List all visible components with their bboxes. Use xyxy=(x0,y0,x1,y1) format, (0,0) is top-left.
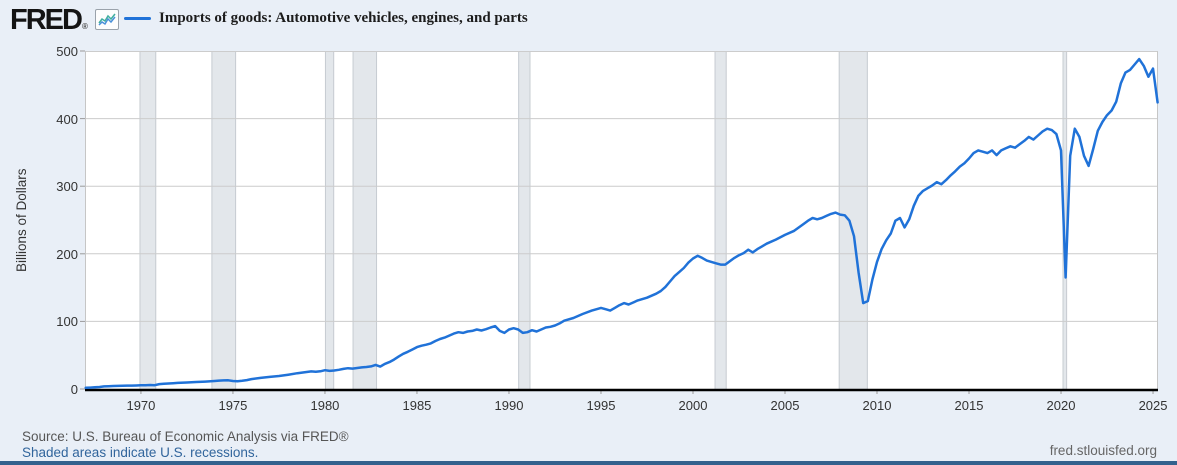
recession-band xyxy=(211,51,237,389)
bottom-accent-bar xyxy=(0,461,1177,465)
recession-band xyxy=(714,51,727,389)
fred-logo-text: FRED xyxy=(10,4,83,36)
x-tick-label: 1980 xyxy=(310,398,340,413)
x-tick-label: 2025 xyxy=(1138,398,1168,413)
recession-note-link[interactable]: Shaded areas indicate U.S. recessions. xyxy=(22,445,259,460)
x-tick-label: 2010 xyxy=(862,398,892,413)
sparkline-icon xyxy=(98,13,116,26)
x-tick-label: 1970 xyxy=(126,398,156,413)
recession-band xyxy=(1062,51,1068,389)
y-tick-label: 300 xyxy=(56,179,78,195)
recession-band xyxy=(838,51,868,389)
y-tick-label: 500 xyxy=(56,44,78,59)
x-tick-label: 2020 xyxy=(1046,398,1076,413)
legend: Imports of goods: Automotive vehicles, e… xyxy=(124,10,528,27)
recession-band xyxy=(518,51,531,389)
y-tick-label: 0 xyxy=(70,382,78,397)
y-tick-label: 100 xyxy=(56,314,78,330)
x-tick-label: 1985 xyxy=(402,398,432,413)
data-line-series[interactable] xyxy=(84,57,1159,390)
y-axis-title: Billions of Dollars xyxy=(14,168,29,272)
fred-url-link[interactable]: fred.stlouisfed.org xyxy=(1049,443,1157,458)
x-tick-label: 1975 xyxy=(218,398,248,413)
chart-canvas[interactable] xyxy=(80,50,1159,395)
registered-trademark-icon: ® xyxy=(81,22,88,31)
recession-band xyxy=(324,51,335,389)
x-tick-label: 2005 xyxy=(770,398,800,413)
legend-label: Imports of goods: Automotive vehicles, e… xyxy=(159,10,528,26)
legend-line-swatch xyxy=(124,17,151,20)
fred-logo[interactable]: FRED® xyxy=(10,4,88,37)
fred-chart-icon[interactable] xyxy=(95,9,119,30)
recession-band xyxy=(352,51,378,389)
source-text: Source: U.S. Bureau of Economic Analysis… xyxy=(22,429,349,444)
y-tick-label: 400 xyxy=(56,111,78,127)
x-tick-label: 2000 xyxy=(678,398,708,413)
plot-area[interactable] xyxy=(80,50,1159,394)
y-tick-label: 200 xyxy=(56,246,78,262)
recession-band xyxy=(139,51,157,389)
x-tick-label: 2015 xyxy=(954,398,984,413)
x-tick-label: 1995 xyxy=(586,398,616,413)
x-tick-label: 1990 xyxy=(494,398,524,413)
